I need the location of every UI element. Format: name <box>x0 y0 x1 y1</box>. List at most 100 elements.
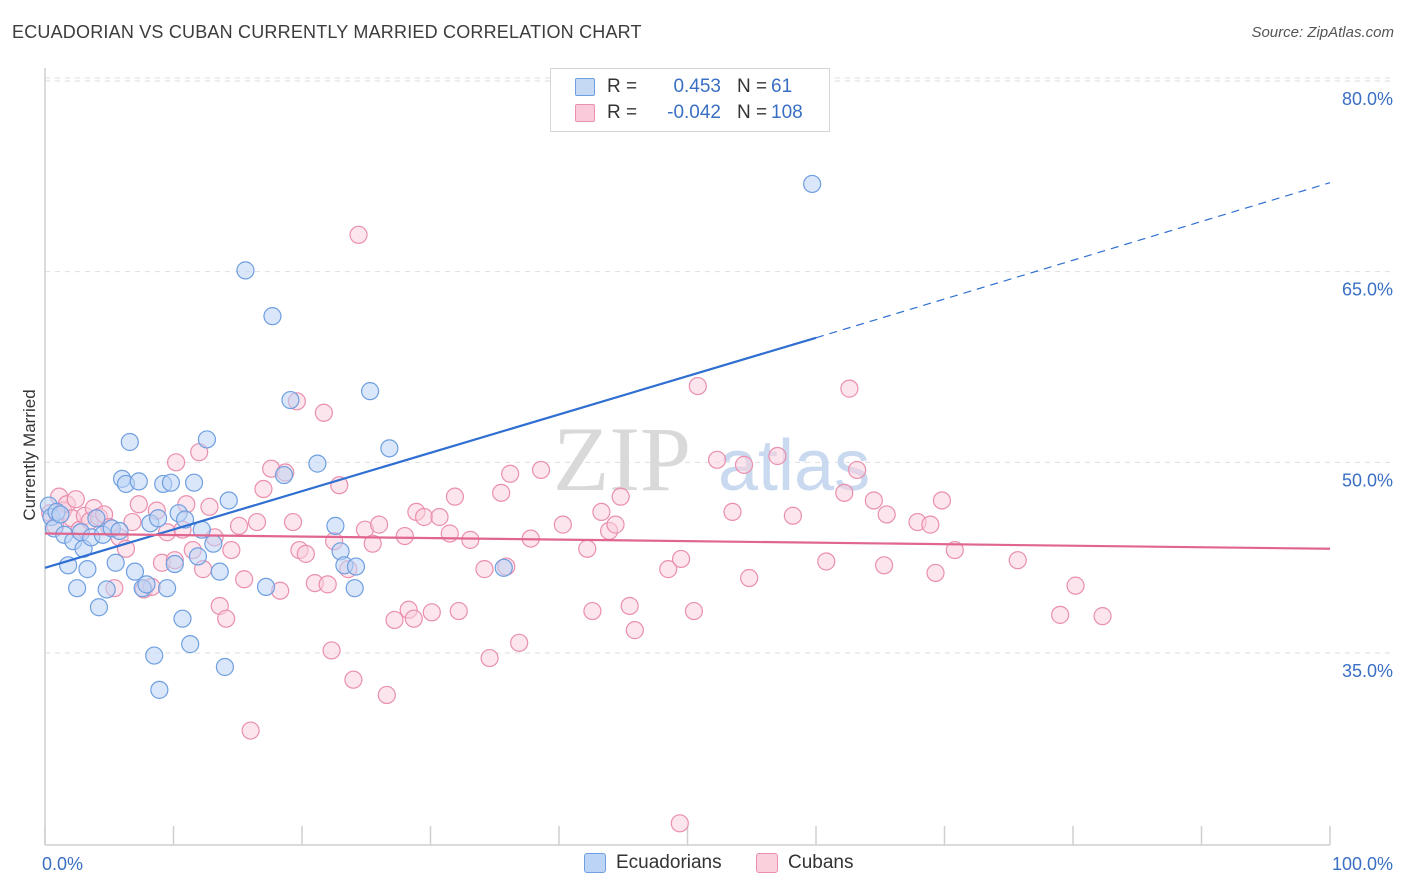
tick-labels: 35.0% 50.0% 65.0% 80.0% 0.0% 100.0% <box>42 89 1393 874</box>
trend-lines <box>44 182 1331 569</box>
ecuadorian-point <box>494 558 513 577</box>
ecuadorian-point <box>161 473 181 492</box>
bottom-legend-ecuadorians: Ecuadorians <box>584 852 722 874</box>
legend-r-value: 0.453 <box>673 76 721 97</box>
cuban-point <box>723 502 742 522</box>
legend-n-value: 61 <box>771 76 793 97</box>
ecuadorian-point <box>188 547 208 566</box>
cuban-point <box>166 453 186 472</box>
bottom-legend-cubans: Cubans <box>756 852 854 874</box>
ecuadorian-point <box>106 553 125 572</box>
cuban-point <box>625 621 644 640</box>
cuban-point <box>921 515 940 534</box>
ecuadorian-point <box>219 491 238 510</box>
y-tick-label: 35.0% <box>1342 661 1393 681</box>
cuban-point <box>445 487 465 506</box>
cuban-point <box>670 814 689 833</box>
cuban-point <box>129 495 148 514</box>
ecuadorian-point <box>120 432 139 452</box>
ecuadorian-point <box>346 557 366 576</box>
cuban-point <box>501 464 520 483</box>
cuban-point <box>926 563 945 583</box>
ecuadorian-point <box>204 534 223 553</box>
cuban-point <box>688 376 707 396</box>
ecuadorian-point <box>137 575 156 594</box>
y-tick-label: 80.0% <box>1342 89 1393 109</box>
cuban-point <box>241 721 260 740</box>
cuban-point <box>229 516 249 535</box>
bottom-legend-label: Cubans <box>788 852 854 873</box>
ecuadorian-point <box>68 579 87 598</box>
ecuadorian-point <box>129 472 148 491</box>
cuban-point <box>217 609 236 628</box>
cuban-point <box>611 487 630 506</box>
bottom-legend-label: Ecuadorians <box>616 852 722 873</box>
cuban-point <box>414 507 434 527</box>
cuban-point <box>314 403 333 422</box>
legend-r-label: R = <box>607 102 638 123</box>
cuban-point <box>66 490 85 509</box>
cuban-point <box>363 534 382 553</box>
cuban-trend-line <box>44 532 1331 550</box>
ecuadorian-point <box>361 382 380 401</box>
bottom-legend-swatch-cubans <box>756 853 778 873</box>
cuban-point <box>1051 605 1070 624</box>
gridlines <box>45 77 1393 654</box>
legend-swatch-ecuadorians <box>575 78 595 96</box>
cuban-point <box>531 460 551 480</box>
cuban-point <box>659 560 678 579</box>
legend-row-cubans: R = -0.042 N = 108 <box>575 101 811 125</box>
ecuadorian-point <box>274 465 294 485</box>
cuban-point <box>349 225 368 244</box>
cuban-point <box>740 568 759 588</box>
ecuadorian-point <box>803 174 822 194</box>
ecuadorian-point <box>145 646 164 665</box>
cuban-point <box>817 552 836 571</box>
ecuadorian-trend-extension <box>815 182 1331 339</box>
ecuadorian-point <box>125 562 145 581</box>
ecuadorian-point <box>256 577 276 597</box>
ecuadorian-point <box>263 307 282 326</box>
cuban-point <box>553 515 572 534</box>
cuban-point <box>684 601 704 621</box>
y-tick-label: 50.0% <box>1342 470 1393 490</box>
cuban-point <box>768 446 787 466</box>
cuban-point <box>848 460 867 480</box>
cuban-point <box>222 540 241 560</box>
ecuadorian-point <box>326 516 345 535</box>
ecuadorian-point <box>184 473 204 492</box>
y-tick-label: 65.0% <box>1342 280 1393 300</box>
cuban-point <box>377 685 396 705</box>
cuban-point <box>835 483 854 502</box>
ecuadorian-point <box>210 562 229 581</box>
cuban-point <box>422 603 441 622</box>
ecuadorian-point <box>87 509 106 528</box>
legend-n-label: N = <box>737 76 768 97</box>
cuban-point <box>475 560 494 579</box>
ecuadorian-point <box>380 439 399 458</box>
cuban-point <box>449 601 468 621</box>
cuban-point <box>840 379 859 398</box>
ecuadorian-point <box>308 454 327 473</box>
cuban-point <box>123 512 142 532</box>
ecuadorian-point <box>281 390 300 410</box>
chart-title: ECUADORIAN VS CUBAN CURRENTLY MARRIED CO… <box>12 22 642 42</box>
cuban-point <box>322 641 341 660</box>
ecuadorian-trend-line <box>44 336 817 569</box>
ecuadorian-point <box>97 580 116 599</box>
cuban-point <box>592 502 611 522</box>
cuban-point <box>1093 607 1112 626</box>
legend-r-value: -0.042 <box>667 102 721 123</box>
source-label: Source: ZipAtlas.com <box>1251 24 1394 41</box>
cuban-point <box>247 512 267 532</box>
cuban-point <box>578 539 597 558</box>
bottom-legend-swatch-ecuadorians <box>584 853 606 873</box>
cuban-point <box>583 601 602 621</box>
ecuadorian-point <box>59 556 78 575</box>
stats-legend: R = 0.453 N = 61 R = -0.042 N = 108 <box>550 68 830 132</box>
x-tick-label: 0.0% <box>42 854 83 874</box>
ecuadorian-point <box>150 680 169 699</box>
legend-r-label: R = <box>607 76 638 97</box>
cuban-point <box>606 515 625 534</box>
